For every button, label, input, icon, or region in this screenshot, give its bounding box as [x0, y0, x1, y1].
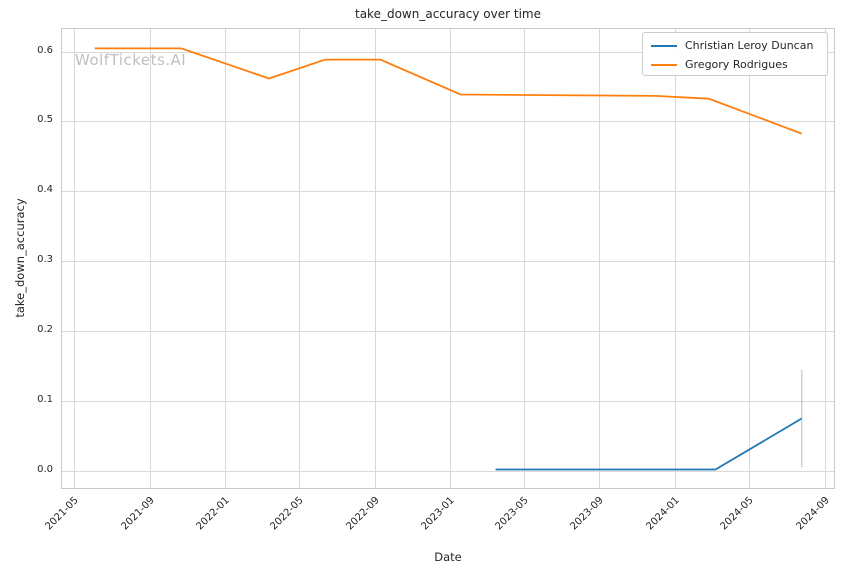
y-tick-label: 0.6	[37, 44, 53, 56]
x-gridline	[224, 29, 226, 488]
x-tick-label: 2021-09	[119, 495, 157, 533]
y-gridline	[62, 121, 834, 123]
plot-area	[61, 28, 835, 489]
legend-label: Gregory Rodrigues	[685, 58, 788, 71]
x-tick-label: 2022-09	[344, 495, 382, 533]
y-gridline	[62, 400, 834, 402]
x-gridline	[824, 29, 826, 488]
x-tick-label: 2024-05	[718, 495, 756, 533]
y-tick-label: 0.4	[37, 184, 53, 196]
y-tick-label: 0.5	[37, 114, 53, 126]
x-tick-label: 2023-09	[568, 495, 607, 533]
legend-item-1: Gregory Rodrigues	[651, 55, 819, 74]
legend-line-swatch	[651, 44, 677, 47]
y-tick-label: 0.3	[37, 254, 53, 265]
y-gridline	[62, 191, 834, 193]
legend-item-0: Christian Leroy Duncan	[651, 36, 819, 55]
y-tick-label: 0.0	[37, 463, 53, 475]
legend-line-swatch	[651, 63, 677, 66]
x-gridline	[599, 29, 601, 488]
chart-title: take_down_accuracy over time	[355, 7, 541, 21]
legend: Christian Leroy Duncan Gregory Rodrigues	[642, 32, 828, 76]
x-gridline	[149, 29, 151, 488]
watermark-text: WolfTickets.AI	[75, 51, 187, 69]
x-tick-label: 2024-09	[794, 495, 832, 533]
x-gridline	[749, 29, 751, 488]
y-tick-label: 0.1	[37, 393, 53, 405]
x-gridline	[523, 29, 525, 488]
x-gridline	[74, 29, 75, 488]
x-gridline	[449, 29, 451, 488]
y-gridline	[62, 330, 834, 332]
y-gridline	[62, 470, 834, 472]
y-tick-label: 0.2	[37, 323, 53, 335]
x-gridline	[298, 29, 300, 488]
x-axis-label: Date	[434, 550, 462, 564]
x-gridline	[374, 29, 376, 488]
y-gridline	[62, 261, 834, 262]
x-gridline	[674, 29, 676, 488]
x-tick-label: 2023-05	[493, 495, 531, 533]
legend-label: Christian Leroy Duncan	[685, 39, 814, 52]
x-tick-label: 2022-05	[268, 495, 306, 533]
chart-figure: take_down_accuracy over time WolfTickets…	[13, 7, 835, 564]
